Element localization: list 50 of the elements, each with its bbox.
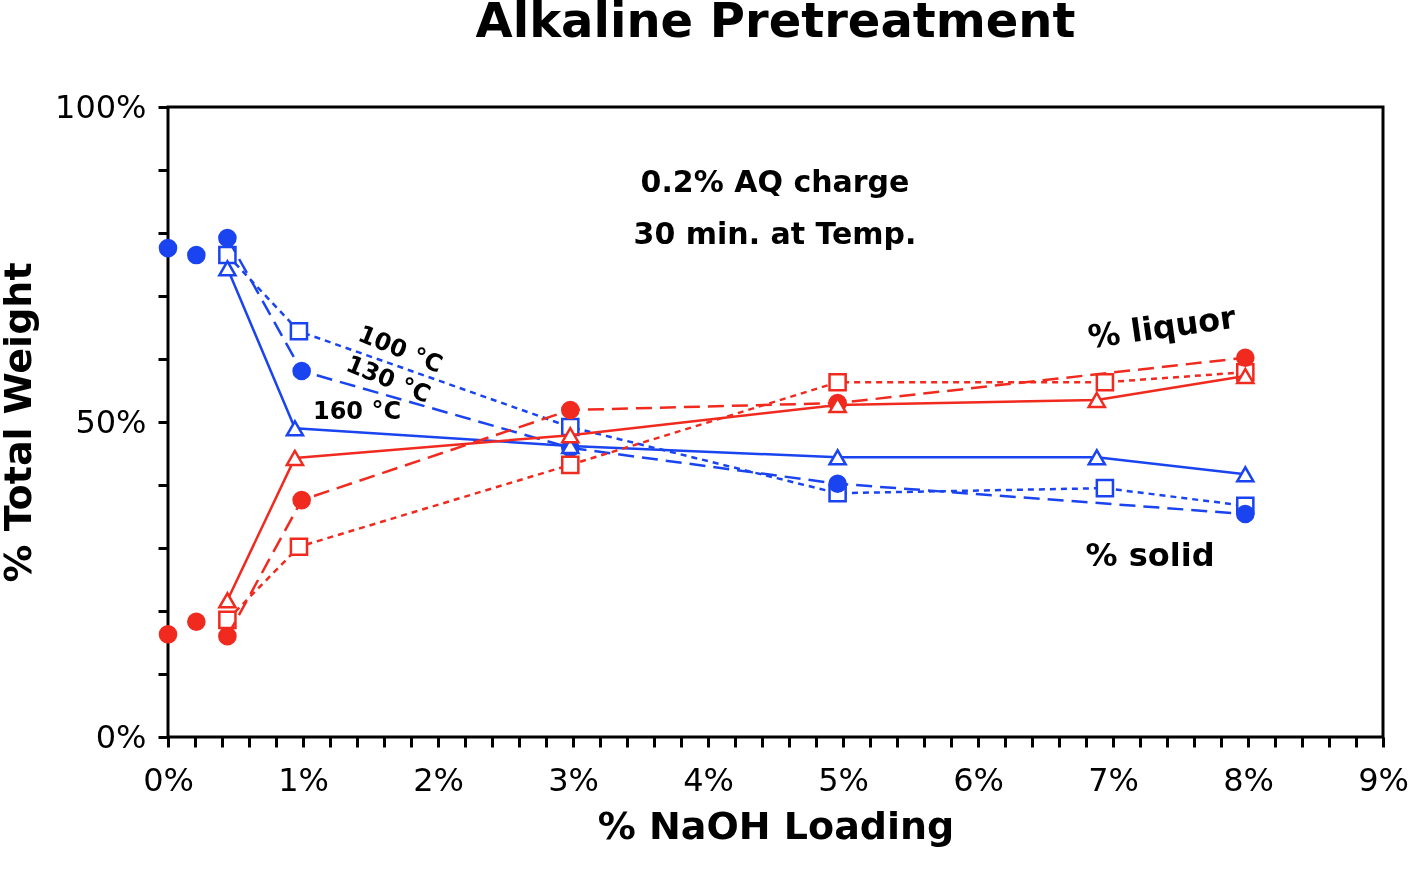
point xyxy=(1087,391,1107,409)
point xyxy=(292,490,311,510)
point xyxy=(560,427,580,444)
point xyxy=(1235,367,1255,385)
x-tick-label: 3% xyxy=(548,760,599,799)
annotation: % liquor xyxy=(1085,297,1239,357)
point xyxy=(828,373,847,392)
point xyxy=(1095,478,1115,498)
point xyxy=(218,610,237,630)
point xyxy=(218,228,237,248)
x-tick-label: 1% xyxy=(278,760,329,799)
x-tick-label: 0% xyxy=(143,760,194,799)
x-tick-label: 7% xyxy=(1088,760,1139,799)
x-tick-label: 9% xyxy=(1358,760,1409,799)
x-tick-label: 4% xyxy=(683,760,734,799)
y-tick-label: 0% xyxy=(95,717,147,756)
x-tick-label: 6% xyxy=(953,760,1004,799)
annotation: 160 °C xyxy=(312,397,402,425)
annotation: 30 min. at Temp. xyxy=(633,216,917,251)
point xyxy=(285,420,305,437)
y-tick-label: 50% xyxy=(75,402,147,441)
point xyxy=(289,321,309,341)
point xyxy=(158,625,178,644)
x-tick-label: 8% xyxy=(1223,760,1274,799)
point xyxy=(828,449,847,466)
annotation: % solid xyxy=(1085,536,1215,574)
point xyxy=(187,245,206,265)
point xyxy=(285,449,305,467)
point xyxy=(560,455,580,475)
x-tick-label: 2% xyxy=(413,760,464,799)
annotation: 0.2% AQ charge xyxy=(640,164,910,199)
x-axis-title: % NaOH Loading xyxy=(597,803,955,848)
point xyxy=(158,238,178,258)
point xyxy=(218,592,237,609)
point xyxy=(1235,504,1255,524)
point xyxy=(560,400,580,420)
point xyxy=(187,612,206,632)
x-tick-label: 5% xyxy=(818,760,869,799)
point xyxy=(218,626,237,646)
point xyxy=(218,260,237,277)
point xyxy=(1095,373,1115,392)
point xyxy=(289,537,309,557)
point xyxy=(1235,348,1255,368)
y-axis-title: % Total Weight xyxy=(0,262,41,583)
point xyxy=(1235,466,1255,483)
point xyxy=(1087,449,1107,466)
point xyxy=(828,474,847,494)
point xyxy=(292,361,311,381)
y-tick-label: 100% xyxy=(55,87,147,126)
chart-title: Alkaline Pretreatment xyxy=(475,0,1076,48)
